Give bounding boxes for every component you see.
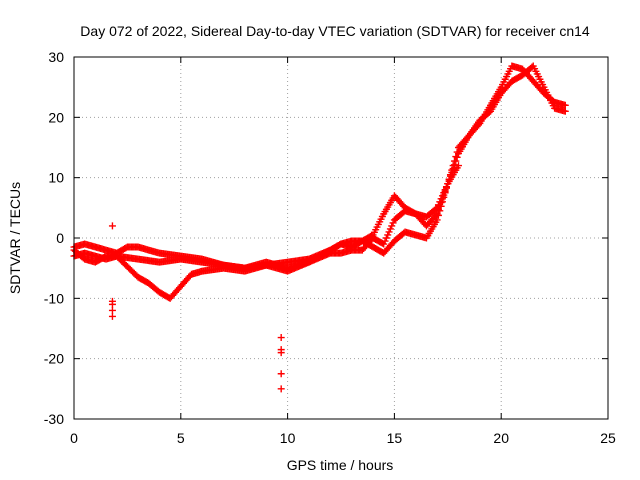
data-points xyxy=(70,62,569,393)
data-point-outliers xyxy=(108,306,116,314)
data-point-track-c xyxy=(454,162,462,170)
data-point-track-c xyxy=(438,198,446,206)
data-point-outliers xyxy=(277,334,285,342)
data-point-outliers xyxy=(277,385,285,393)
x-tick-label: 25 xyxy=(600,430,616,446)
y-tick-label: -30 xyxy=(44,411,64,427)
data-point-track-c xyxy=(442,184,450,192)
x-tick-label: 10 xyxy=(280,430,296,446)
y-tick-label: 10 xyxy=(48,170,64,186)
data-point-track-c xyxy=(440,193,448,201)
data-point-track-b xyxy=(450,157,458,165)
data-point-track-a xyxy=(561,101,569,109)
y-tick-label: -20 xyxy=(44,351,64,367)
data-point-track-c xyxy=(437,202,445,210)
tick-labels: 0 5 10 15 20 25 -30 -20 -10 0 10 20 30 xyxy=(44,49,616,446)
data-point-track-b xyxy=(453,148,461,156)
data-point-track-c xyxy=(433,216,441,224)
y-tick-label: -10 xyxy=(44,290,64,306)
chart-title: Day 072 of 2022, Sidereal Day-to-day VTE… xyxy=(80,23,590,39)
x-tick-label: 5 xyxy=(177,430,185,446)
plot-frame xyxy=(73,56,609,420)
grid xyxy=(74,57,608,419)
x-axis-label: GPS time / hours xyxy=(287,457,394,473)
data-point-track-c xyxy=(441,189,449,197)
x-tick-label: 20 xyxy=(493,430,509,446)
y-axis-label: SDTVAR / TECUs xyxy=(7,182,23,294)
data-point-track-c xyxy=(434,211,442,219)
data-point-outliers xyxy=(277,370,285,378)
x-tick-label: 15 xyxy=(387,430,403,446)
x-tick-label: 0 xyxy=(70,430,78,446)
y-tick-label: 30 xyxy=(48,49,64,65)
data-point-outliers xyxy=(277,349,285,357)
y-tick-label: 0 xyxy=(56,230,64,246)
data-point-outliers xyxy=(108,312,116,320)
data-point-track-b xyxy=(452,153,460,161)
data-point-track-b xyxy=(561,107,569,115)
data-point-track-c xyxy=(436,207,444,215)
y-tick-label: 20 xyxy=(48,109,64,125)
data-point-outliers xyxy=(108,300,116,308)
data-point-outliers xyxy=(108,222,116,230)
